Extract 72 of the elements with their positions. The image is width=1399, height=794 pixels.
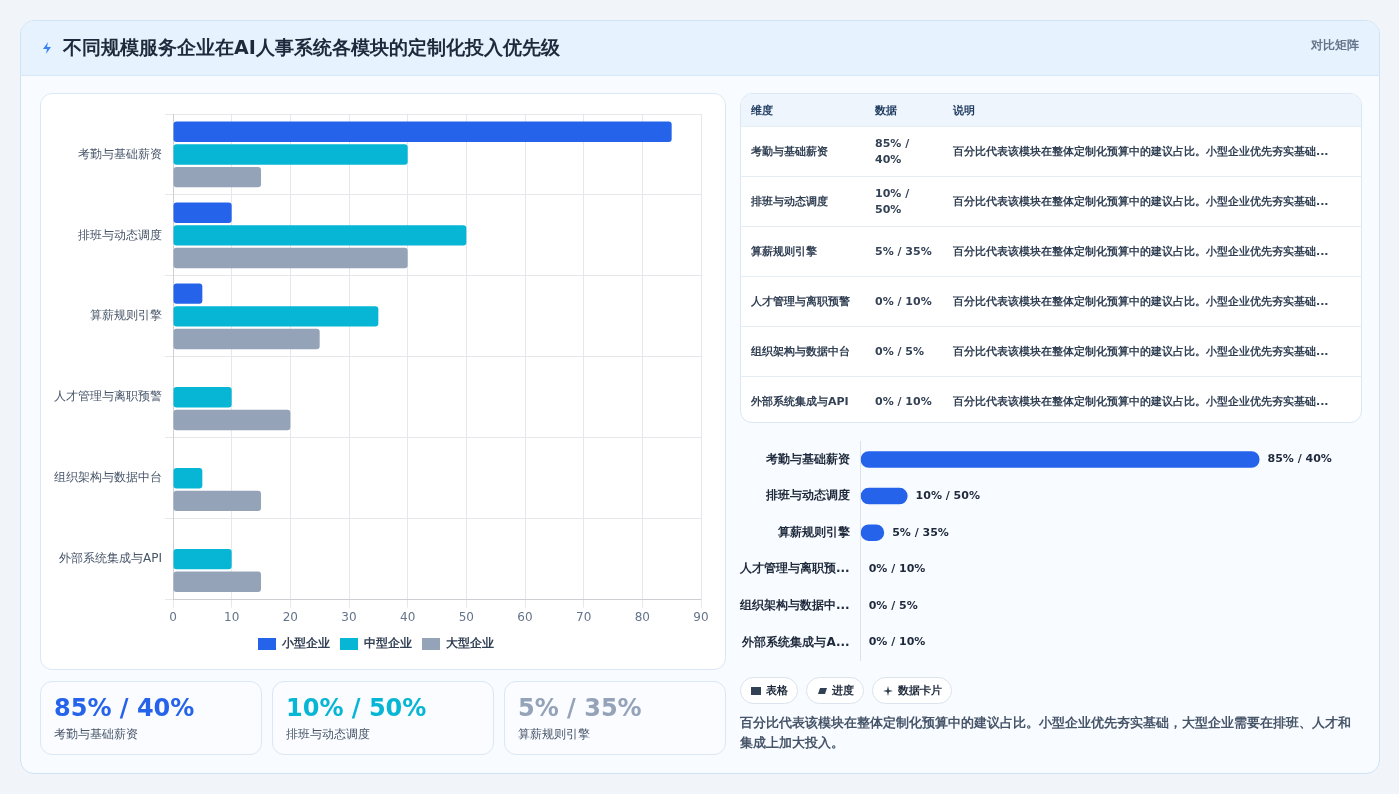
text: 进度 bbox=[832, 683, 854, 698]
text: 数据 bbox=[865, 94, 943, 127]
x-tick-label: 60 bbox=[517, 609, 533, 624]
data-label: 0% / 5% bbox=[868, 598, 918, 612]
text: 0% / 10% bbox=[875, 294, 932, 308]
bar bbox=[173, 306, 379, 327]
bar bbox=[173, 387, 232, 408]
text: 说明 bbox=[943, 94, 1361, 127]
bar bbox=[173, 202, 232, 223]
y-tick-label: 考勤与基础薪资 bbox=[764, 451, 850, 466]
text: 百分比代表该模块在整体定制化预算中的建议占比。小型企业优先夯实基础... bbox=[953, 244, 1329, 258]
y-tick-label: 人才管理与离职预警 bbox=[54, 389, 162, 404]
y-tick-label: 外部系统集成与A... bbox=[741, 634, 850, 649]
data-label: 10% / 50% bbox=[915, 488, 980, 502]
x-tick-label: 0 bbox=[169, 609, 177, 624]
y-tick-label: 考勤与基础薪资 bbox=[78, 146, 162, 161]
x-tick-label: 90 bbox=[693, 609, 709, 624]
text: 10% / 50% bbox=[286, 694, 427, 722]
text: 数据卡片 bbox=[898, 683, 942, 698]
y-tick-label: 排班与动态调度 bbox=[764, 488, 850, 503]
x-tick-label: 30 bbox=[341, 609, 357, 624]
bar bbox=[173, 571, 261, 592]
bar bbox=[173, 468, 203, 489]
x-tick-label: 80 bbox=[634, 609, 650, 624]
text: 对比矩阵 bbox=[1311, 37, 1359, 54]
chart-title: 不同规模服务企业在AI人事系统各模块的定制化投入优先级 bbox=[63, 35, 560, 60]
text: 表格 bbox=[766, 683, 788, 698]
legend-label: 中型企业 bbox=[364, 636, 412, 651]
text: 百分比代表该模块在整体定制化预算中的建议占比。小型企业优先夯实基础... bbox=[953, 344, 1329, 358]
y-tick-label: 算薪规则引擎 bbox=[776, 524, 851, 539]
x-tick-label: 20 bbox=[282, 609, 298, 624]
text: 百分比代表该模块在整体定制化预算中的建议占比。小型企业优先夯实基础... bbox=[953, 394, 1329, 408]
text: 85% / 40% bbox=[875, 136, 910, 166]
x-tick-label: 10 bbox=[224, 609, 240, 624]
y-tick-label: 算薪规则引擎 bbox=[90, 308, 162, 323]
bar bbox=[173, 548, 232, 570]
text: 0% / 5% bbox=[875, 344, 925, 358]
text: 百分比代表该模块在整体定制化预算中的建议占比。小型企业优先夯实基础... bbox=[953, 194, 1329, 208]
bar bbox=[173, 328, 320, 350]
category-label: 算薪规则引擎 bbox=[518, 726, 591, 743]
x-tick-label: 70 bbox=[576, 609, 592, 624]
bar bbox=[173, 490, 261, 512]
data-label: 5% / 35% bbox=[892, 525, 949, 539]
y-tick-label: 人才管理与离职预... bbox=[738, 561, 850, 576]
text: 0% / 10% bbox=[875, 394, 932, 408]
data-label: 0% / 10% bbox=[868, 635, 926, 649]
x-tick-label: 40 bbox=[400, 609, 416, 624]
text: 百分比代表该模块在整体定制化预算中的建议占比。小型企业优先夯实基础... bbox=[953, 144, 1329, 158]
text: 维度 bbox=[741, 94, 865, 127]
text: 10% / 50% bbox=[875, 186, 910, 216]
legend-label: 小型企业 bbox=[281, 636, 330, 651]
text: 5% / 35% bbox=[875, 244, 932, 258]
text: 百分比代表该模块在整体定制化预算中的建议占比。小型企业优先夯实基础，大型企业需要在排班、人才和集成上加大投入。 bbox=[740, 714, 1352, 752]
bar bbox=[173, 166, 261, 188]
text: 85% / 40% bbox=[54, 694, 195, 722]
bar bbox=[173, 121, 672, 142]
y-tick-label: 组织架构与数据中... bbox=[738, 598, 850, 613]
y-tick-label: 外部系统集成与API bbox=[59, 551, 162, 566]
bar bbox=[173, 247, 408, 269]
bar bbox=[173, 409, 291, 431]
bar bbox=[173, 283, 203, 304]
data-label: 85% / 40% bbox=[1267, 452, 1332, 466]
data-label: 0% / 10% bbox=[868, 562, 926, 576]
x-tick-label: 50 bbox=[458, 609, 474, 624]
y-tick-label: 组织架构与数据中台 bbox=[54, 470, 162, 485]
bar bbox=[173, 144, 408, 165]
legend-label: 大型企业 bbox=[446, 636, 494, 651]
y-tick-label: 排班与动态调度 bbox=[78, 227, 162, 242]
text: 5% / 35% bbox=[518, 694, 642, 722]
text: 百分比代表该模块在整体定制化预算中的建议占比。小型企业优先夯实基础... bbox=[953, 294, 1329, 308]
category-label: 排班与动态调度 bbox=[286, 726, 371, 743]
bar bbox=[173, 225, 467, 246]
